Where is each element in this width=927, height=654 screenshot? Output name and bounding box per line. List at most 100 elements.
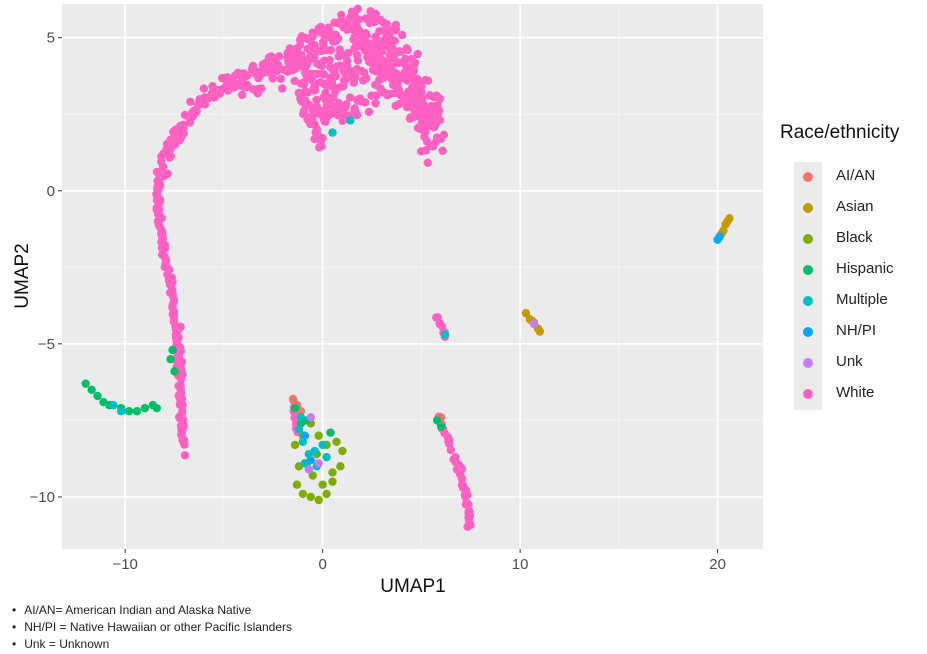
point-unk: [314, 459, 323, 468]
point-white: [308, 31, 318, 41]
legend-label-white: White: [836, 384, 875, 401]
point-multiple: [310, 446, 319, 456]
point-white: [341, 103, 350, 112]
legend-swatch-ai-an: [803, 172, 813, 182]
point-white: [432, 91, 441, 100]
point-white: [163, 169, 172, 178]
point-multiple: [346, 116, 355, 125]
point-asian: [535, 327, 545, 336]
point-white: [388, 80, 398, 90]
point-white: [266, 63, 276, 73]
point-black: [336, 462, 345, 471]
point-white: [335, 45, 344, 54]
point-white: [413, 49, 422, 59]
point-white: [312, 69, 322, 78]
point-white: [405, 114, 415, 123]
point-black: [332, 437, 341, 447]
point-white: [327, 30, 336, 39]
legend-item-white: White: [794, 379, 924, 410]
point-black: [338, 446, 347, 456]
point-white: [199, 84, 208, 93]
point-white: [406, 90, 415, 99]
point-unk: [306, 413, 316, 422]
point-black: [298, 489, 308, 499]
point-asian: [521, 309, 531, 318]
point-white: [423, 76, 433, 85]
point-white: [371, 99, 380, 108]
point-unk: [304, 465, 314, 474]
point-white: [324, 78, 333, 87]
point-white: [438, 146, 447, 155]
point-white: [353, 96, 362, 105]
point-black: [322, 489, 331, 499]
legend-swatch-white: [803, 389, 813, 399]
point-white: [274, 60, 283, 70]
point-white: [369, 46, 378, 55]
point-black: [290, 440, 300, 450]
point-white: [320, 34, 330, 44]
point-white: [364, 39, 373, 48]
point-multiple: [322, 452, 331, 462]
legend-item-asian: Asian: [794, 193, 924, 224]
point-white: [380, 25, 389, 35]
point-white: [344, 48, 353, 58]
legend-title: Race/ethnicity: [780, 122, 900, 143]
legend-label-nh-pi: NH/PI: [836, 322, 877, 339]
point-unk: [529, 319, 539, 329]
point-white: [326, 45, 336, 55]
legend-swatch-unk: [803, 358, 813, 368]
point-white: [386, 89, 395, 98]
point-black: [314, 495, 323, 505]
point-hispanic: [93, 391, 102, 401]
point-white: [464, 513, 473, 522]
point-white: [371, 32, 380, 42]
point-white: [354, 41, 363, 51]
point-hispanic: [152, 403, 161, 413]
legend-label-black: Black: [836, 229, 873, 246]
point-white: [429, 114, 438, 123]
point-white: [278, 84, 287, 93]
point-white: [312, 102, 321, 112]
point-white: [302, 56, 312, 65]
point-white: [173, 326, 183, 335]
point-multiple: [318, 440, 327, 450]
point-white: [160, 262, 169, 272]
point-white: [457, 474, 467, 484]
x-tick-label: −10: [112, 556, 137, 573]
point-white: [417, 118, 426, 128]
point-black: [314, 431, 323, 440]
point-hispanic: [87, 385, 96, 394]
point-hispanic: [140, 403, 150, 413]
point-white: [158, 162, 168, 171]
point-hispanic: [170, 367, 179, 376]
point-black: [328, 477, 337, 486]
point-white: [416, 82, 425, 92]
point-white: [362, 74, 371, 83]
point-white: [349, 13, 358, 22]
point-hispanic: [168, 345, 177, 355]
point-hispanic: [81, 379, 90, 388]
legend-swatch-multiple: [803, 296, 813, 306]
point-white: [389, 52, 398, 61]
point-nh-pi: [715, 232, 724, 241]
point-white: [186, 97, 195, 106]
point-white: [325, 109, 334, 118]
point-white: [377, 47, 387, 56]
point-white: [397, 30, 407, 40]
point-white: [420, 128, 430, 137]
point-white: [385, 43, 395, 53]
point-white: [418, 101, 427, 111]
point-white: [463, 522, 472, 531]
y-tick-label: −10: [30, 489, 55, 506]
point-white: [378, 73, 388, 83]
point-white: [387, 25, 396, 35]
point-white: [371, 9, 380, 19]
point-white: [349, 77, 359, 86]
point-hispanic: [290, 403, 300, 413]
point-hispanic: [124, 407, 134, 416]
point-white: [257, 84, 266, 93]
y-tick-label: −5: [38, 336, 55, 353]
point-white: [294, 62, 304, 71]
point-white: [361, 98, 370, 107]
point-white: [326, 99, 335, 109]
